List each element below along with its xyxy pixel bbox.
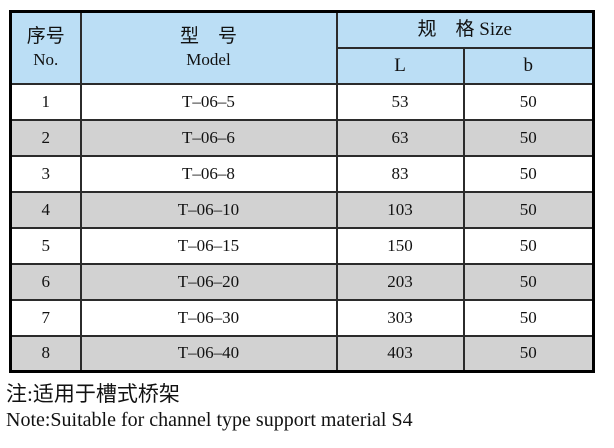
table-cell-no: 6	[9, 262, 82, 301]
table-row: 5 T–06–15 150 50	[9, 226, 595, 265]
header-no: 序号 No.	[9, 10, 82, 85]
table-cell-b: 50	[462, 262, 595, 301]
table-cell-l: 63	[335, 118, 465, 157]
table-cell-no: 8	[9, 334, 82, 373]
table-cell-l: 303	[335, 298, 465, 337]
table-body: 1 T–06–5 53 50 2 T–06–6 63 50 3 T–06–8 83 50 4 T–06–1…	[9, 82, 595, 373]
table-cell-model: T–06–15	[79, 226, 338, 265]
table-cell-l: 103	[335, 190, 465, 229]
table-cell-model: T–06–30	[79, 298, 338, 337]
table-cell-b: 50	[462, 226, 595, 265]
table-cell-b: 50	[462, 118, 595, 157]
table-cell-l: 83	[335, 154, 465, 193]
header-model-en: Model	[186, 50, 231, 69]
table-cell-l: 53	[335, 82, 465, 121]
table-cell-model: T–06–5	[79, 82, 338, 121]
notes: 注:适用于槽式桥架 Note:Suitable for channel type…	[6, 381, 606, 434]
spec-table: 序号 No. 型 号 Model 规 格 Size L b 1 T–06–5 53 5…	[9, 10, 595, 373]
table-cell-no: 1	[9, 82, 82, 121]
header-no-zh: 序号	[26, 26, 65, 48]
table-cell-no: 4	[9, 190, 82, 229]
table-cell-b: 50	[462, 334, 595, 373]
table-cell-model: T–06–20	[79, 262, 338, 301]
table-cell-b: 50	[462, 82, 595, 121]
header-size: 规 格 Size	[335, 10, 595, 49]
table-row: 2 T–06–6 63 50	[9, 118, 595, 157]
table-row: 4 T–06–10 103 50	[9, 190, 595, 229]
table-cell-model: T–06–8	[79, 154, 338, 193]
table-cell-b: 50	[462, 298, 595, 337]
table-row: 1 T–06–5 53 50	[9, 82, 595, 121]
header-model: 型 号 Model	[79, 10, 338, 85]
table-cell-no: 5	[9, 226, 82, 265]
table-row: 6 T–06–20 203 50	[9, 262, 595, 301]
header-col-b: b	[462, 46, 595, 85]
header-no-en: No.	[33, 50, 59, 69]
spec-table-grid: 序号 No. 型 号 Model 规 格 Size L b 1 T–06–5 53 5…	[9, 10, 595, 373]
note-en: Note:Suitable for channel type support m…	[6, 409, 413, 431]
table-cell-b: 50	[462, 154, 595, 193]
table-cell-no: 2	[9, 118, 82, 157]
table-header: 序号 No. 型 号 Model 规 格 Size L b	[9, 10, 595, 85]
table-cell-model: T–06–10	[79, 190, 338, 229]
table-cell-l: 150	[335, 226, 465, 265]
table-cell-no: 7	[9, 298, 82, 337]
table-cell-l: 203	[335, 262, 465, 301]
table-cell-l: 403	[335, 334, 465, 373]
note-zh: 注:适用于槽式桥架	[6, 382, 180, 406]
table-cell-model: T–06–40	[79, 334, 338, 373]
header-model-zh: 型 号	[179, 26, 237, 48]
table-cell-b: 50	[462, 190, 595, 229]
header-col-l: L	[335, 46, 465, 85]
table-cell-no: 3	[9, 154, 82, 193]
table-row: 3 T–06–8 83 50	[9, 154, 595, 193]
table-row: 7 T–06–30 303 50	[9, 298, 595, 337]
table-cell-model: T–06–6	[79, 118, 338, 157]
table-row: 8 T–06–40 403 50	[9, 334, 595, 373]
